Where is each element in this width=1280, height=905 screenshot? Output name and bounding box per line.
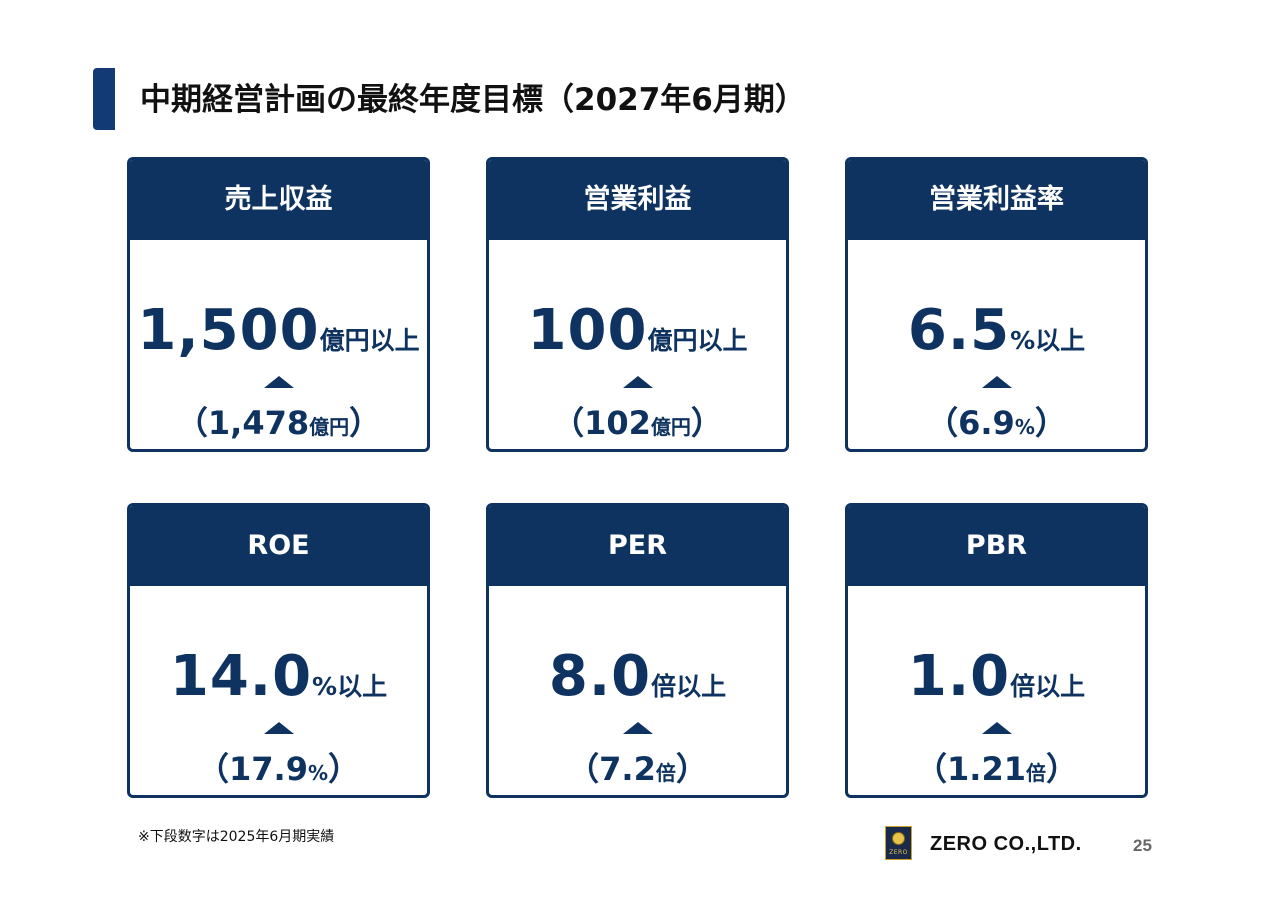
up-triangle-icon xyxy=(263,722,294,734)
logo-emblem xyxy=(892,832,905,845)
kpi-target: 6.5%以上 xyxy=(848,298,1145,363)
up-triangle-icon xyxy=(981,376,1012,388)
kpi-card-label: PBR xyxy=(848,506,1145,586)
paren-close: ） xyxy=(349,404,382,442)
footnote: ※下段数字は2025年6月期実績 xyxy=(138,829,335,845)
kpi-target-value: 1.0 xyxy=(907,644,1011,709)
up-triangle-icon xyxy=(622,376,653,388)
kpi-card-operating-profit: 営業利益 100億円以上 （102億円） xyxy=(486,157,789,452)
paren-open: （ xyxy=(926,404,959,442)
kpi-actual: （1,478億円） xyxy=(130,398,427,444)
kpi-actual-unit: 倍 xyxy=(1025,761,1046,785)
paren-close: ） xyxy=(1034,404,1067,442)
title-accent-bar xyxy=(93,68,115,130)
kpi-card-revenue: 売上収益 1,500億円以上 （1,478億円） xyxy=(127,157,430,452)
kpi-target: 100億円以上 xyxy=(489,298,786,363)
kpi-actual: （6.9%） xyxy=(848,398,1145,444)
kpi-card-pbr: PBR 1.0倍以上 （1.21倍） xyxy=(845,503,1148,798)
up-triangle-icon xyxy=(981,722,1012,734)
company-name: ZERO CO.,LTD. xyxy=(930,833,1082,855)
kpi-target: 1.0倍以上 xyxy=(848,644,1145,709)
kpi-actual: （1.21倍） xyxy=(848,744,1145,790)
page-number: 25 xyxy=(1133,836,1152,855)
kpi-actual: （102億円） xyxy=(489,398,786,444)
kpi-card-operating-margin: 営業利益率 6.5%以上 （6.9%） xyxy=(845,157,1148,452)
page-title: 中期経営計画の最終年度目標（2027年6月期） xyxy=(140,82,806,118)
kpi-card-label: ROE xyxy=(130,506,427,586)
paren-open: （ xyxy=(567,750,600,788)
kpi-target-value: 100 xyxy=(527,298,648,363)
kpi-actual-unit: % xyxy=(1014,415,1035,439)
kpi-target-value: 8.0 xyxy=(548,644,652,709)
kpi-card-label: PER xyxy=(489,506,786,586)
kpi-card-label: 営業利益 xyxy=(489,160,786,240)
kpi-actual-unit: 倍 xyxy=(655,761,676,785)
kpi-actual: （7.2倍） xyxy=(489,744,786,790)
kpi-actual-value: 7.2 xyxy=(599,750,656,788)
kpi-card-label: 営業利益率 xyxy=(848,160,1145,240)
paren-close: ） xyxy=(690,404,723,442)
kpi-card-roe: ROE 14.0%以上 （17.9%） xyxy=(127,503,430,798)
kpi-actual: （17.9%） xyxy=(130,744,427,790)
kpi-target-unit: %以上 xyxy=(312,672,388,701)
kpi-actual-unit: 億円 xyxy=(309,415,350,439)
paren-open: （ xyxy=(915,750,948,788)
kpi-actual-value: 6.9 xyxy=(958,404,1015,442)
kpi-target-value: 14.0 xyxy=(169,644,313,709)
paren-close: ） xyxy=(675,750,708,788)
kpi-target: 8.0倍以上 xyxy=(489,644,786,709)
kpi-actual-value: 102 xyxy=(584,404,651,442)
kpi-actual-value: 1.21 xyxy=(947,750,1026,788)
kpi-target-unit: 倍以上 xyxy=(1010,672,1086,701)
up-triangle-icon xyxy=(622,722,653,734)
paren-open: （ xyxy=(175,404,208,442)
kpi-target-unit: 億円以上 xyxy=(647,326,748,355)
kpi-actual-unit: % xyxy=(307,761,328,785)
kpi-target: 1,500億円以上 xyxy=(130,298,427,363)
paren-close: ） xyxy=(1045,750,1078,788)
kpi-target-unit: 億円以上 xyxy=(319,326,420,355)
kpi-target-value: 1,500 xyxy=(137,298,320,363)
kpi-actual-value: 1,478 xyxy=(207,404,310,442)
logo-text: ZERO xyxy=(889,849,908,856)
up-triangle-icon xyxy=(263,376,294,388)
kpi-actual-value: 17.9 xyxy=(229,750,308,788)
paren-close: ） xyxy=(328,750,361,788)
kpi-card-per: PER 8.0倍以上 （7.2倍） xyxy=(486,503,789,798)
paren-open: （ xyxy=(552,404,585,442)
kpi-actual-unit: 億円 xyxy=(650,415,691,439)
kpi-target-unit: %以上 xyxy=(1010,326,1086,355)
kpi-target: 14.0%以上 xyxy=(130,644,427,709)
kpi-card-label: 売上収益 xyxy=(130,160,427,240)
company-logo: ZERO xyxy=(885,826,912,860)
kpi-target-unit: 倍以上 xyxy=(651,672,727,701)
kpi-target-value: 6.5 xyxy=(907,298,1011,363)
paren-open: （ xyxy=(196,750,229,788)
